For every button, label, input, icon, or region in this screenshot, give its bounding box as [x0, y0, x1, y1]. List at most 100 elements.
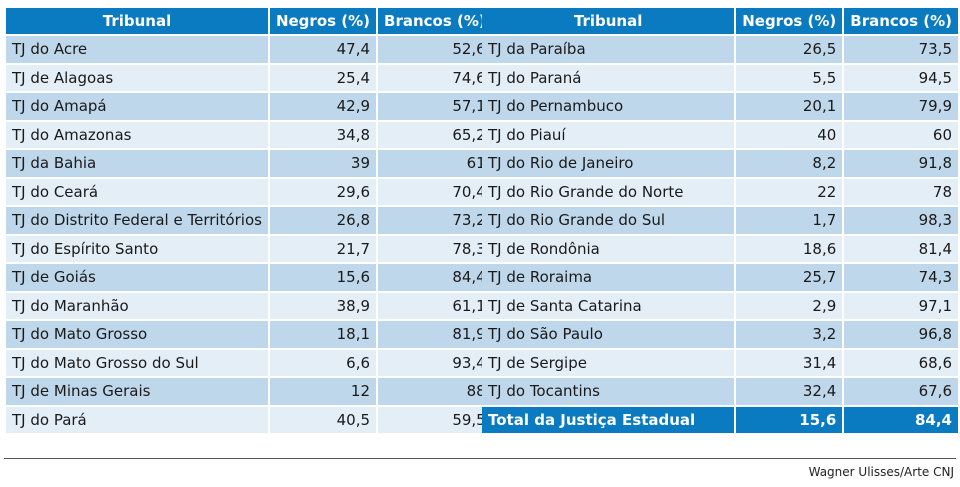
cell-brancos: 57,1 — [378, 93, 492, 120]
table-row: TJ do Amapá 42,9 57,1 — [6, 93, 492, 120]
cell-tribunal: TJ do Distrito Federal e Territórios — [6, 207, 268, 234]
cell-brancos: 61 — [378, 150, 492, 177]
cell-negros: 18,1 — [269, 321, 377, 348]
header-brancos: Brancos (%) — [378, 8, 492, 34]
cell-negros: 39 — [269, 150, 377, 177]
footer-divider — [4, 458, 956, 459]
cell-tribunal: TJ do Piauí — [482, 121, 735, 148]
cell-brancos: 60 — [844, 121, 958, 148]
table-row: TJ de Sergipe 31,4 68,6 — [482, 349, 958, 376]
cell-brancos: 79,9 — [844, 93, 958, 120]
cell-tribunal: TJ da Bahia — [6, 150, 268, 177]
total-negros: 15,6 — [736, 406, 843, 433]
table-row: TJ do Tocantins 32,4 67,6 — [482, 378, 958, 405]
table-row: TJ de Goiás 15,6 84,4 — [6, 264, 492, 291]
cell-brancos: 81,4 — [844, 235, 958, 262]
table-row: TJ do Piauí 40 60 — [482, 121, 958, 148]
cell-negros: 25,4 — [269, 64, 377, 91]
cell-tribunal: TJ do Mato Grosso — [6, 321, 268, 348]
cell-brancos: 91,8 — [844, 150, 958, 177]
cell-brancos: 59,5 — [378, 406, 492, 433]
header-tribunal: Tribunal — [6, 8, 268, 34]
table-row: TJ do Distrito Federal e Territórios 26,8… — [6, 207, 492, 234]
cell-negros: 21,7 — [269, 235, 377, 262]
cell-tribunal: TJ do Pernambuco — [482, 93, 735, 120]
cell-tribunal: TJ de Rondônia — [482, 235, 735, 262]
cell-tribunal: TJ do Paraná — [482, 64, 735, 91]
left-table-body: TJ do Acre 47,4 52,6 TJ de Alagoas 25,4 74,6 T… — [6, 36, 492, 433]
cell-brancos: 96,8 — [844, 321, 958, 348]
cell-brancos: 78,3 — [378, 235, 492, 262]
cell-negros: 8,2 — [736, 150, 843, 177]
table-row: TJ do Pará 40,5 59,5 — [6, 406, 492, 433]
table-row: TJ de Roraima 25,7 74,3 — [482, 264, 958, 291]
cell-tribunal: TJ do Ceará — [6, 178, 268, 205]
cell-tribunal: TJ de Santa Catarina — [482, 292, 735, 319]
cell-brancos: 84,4 — [378, 264, 492, 291]
cell-tribunal: TJ do Espírito Santo — [6, 235, 268, 262]
cell-brancos: 81,9 — [378, 321, 492, 348]
cell-negros: 47,4 — [269, 36, 377, 63]
cell-tribunal: TJ de Sergipe — [482, 349, 735, 376]
cell-negros: 31,4 — [736, 349, 843, 376]
table-row: TJ de Alagoas 25,4 74,6 — [6, 64, 492, 91]
cell-tribunal: TJ do Mato Grosso do Sul — [6, 349, 268, 376]
table-row: TJ do Amazonas 34,8 65,2 — [6, 121, 492, 148]
table-row: TJ do Pernambuco 20,1 79,9 — [482, 93, 958, 120]
table-row: TJ do Espírito Santo 21,7 78,3 — [6, 235, 492, 262]
cell-negros: 40,5 — [269, 406, 377, 433]
table-row: TJ do Rio Grande do Sul 1,7 98,3 — [482, 207, 958, 234]
cell-brancos: 97,1 — [844, 292, 958, 319]
cell-negros: 25,7 — [736, 264, 843, 291]
cell-brancos: 70,4 — [378, 178, 492, 205]
cell-tribunal: TJ de Roraima — [482, 264, 735, 291]
cell-negros: 12 — [269, 378, 377, 405]
cell-negros: 40 — [736, 121, 843, 148]
table-row: TJ de Santa Catarina 2,9 97,1 — [482, 292, 958, 319]
table-row: TJ da Paraíba 26,5 73,5 — [482, 36, 958, 63]
cell-negros: 20,1 — [736, 93, 843, 120]
cell-brancos: 98,3 — [844, 207, 958, 234]
cell-negros: 3,2 — [736, 321, 843, 348]
table-row: TJ do Maranhão 38,9 61,1 — [6, 292, 492, 319]
cell-brancos: 93,4 — [378, 349, 492, 376]
cell-brancos: 74,3 — [844, 264, 958, 291]
cell-brancos: 52,6 — [378, 36, 492, 63]
cell-negros: 32,4 — [736, 378, 843, 405]
table-row: TJ da Bahia 39 61 — [6, 150, 492, 177]
cell-negros: 5,5 — [736, 64, 843, 91]
credit-text: Wagner Ulisses/Arte CNJ — [808, 465, 954, 479]
cell-negros: 2,9 — [736, 292, 843, 319]
left-table: Tribunal Negros (%) Brancos (%) TJ do Ac… — [4, 6, 494, 435]
cell-negros: 15,6 — [269, 264, 377, 291]
table-row: TJ de Rondônia 18,6 81,4 — [482, 235, 958, 262]
cell-tribunal: TJ do Amapá — [6, 93, 268, 120]
cell-brancos: 88 — [378, 378, 492, 405]
table-row: TJ do Rio de Janeiro 8,2 91,8 — [482, 150, 958, 177]
cell-brancos: 61,1 — [378, 292, 492, 319]
cell-negros: 6,6 — [269, 349, 377, 376]
table-row: TJ do Mato Grosso do Sul 6,6 93,4 — [6, 349, 492, 376]
cell-tribunal: TJ da Paraíba — [482, 36, 735, 63]
table-row: TJ do Mato Grosso 18,1 81,9 — [6, 321, 492, 348]
total-label: Total da Justiça Estadual — [482, 406, 735, 433]
cell-negros: 26,5 — [736, 36, 843, 63]
table-row: TJ do São Paulo 3,2 96,8 — [482, 321, 958, 348]
cell-brancos: 65,2 — [378, 121, 492, 148]
table-row: TJ do Rio Grande do Norte 22 78 — [482, 178, 958, 205]
table-row: TJ de Minas Gerais 12 88 — [6, 378, 492, 405]
cell-negros: 42,9 — [269, 93, 377, 120]
cell-negros: 26,8 — [269, 207, 377, 234]
table-row: TJ do Acre 47,4 52,6 — [6, 36, 492, 63]
cell-tribunal: TJ de Alagoas — [6, 64, 268, 91]
cell-brancos: 67,6 — [844, 378, 958, 405]
cell-brancos: 73,2 — [378, 207, 492, 234]
cell-brancos: 78 — [844, 178, 958, 205]
cell-negros: 29,6 — [269, 178, 377, 205]
cell-negros: 18,6 — [736, 235, 843, 262]
total-row: Total da Justiça Estadual 15,6 84,4 — [482, 406, 958, 433]
cell-brancos: 94,5 — [844, 64, 958, 91]
header-row: Tribunal Negros (%) Brancos (%) — [6, 8, 492, 34]
cell-tribunal: TJ de Goiás — [6, 264, 268, 291]
table-row: TJ do Ceará 29,6 70,4 — [6, 178, 492, 205]
